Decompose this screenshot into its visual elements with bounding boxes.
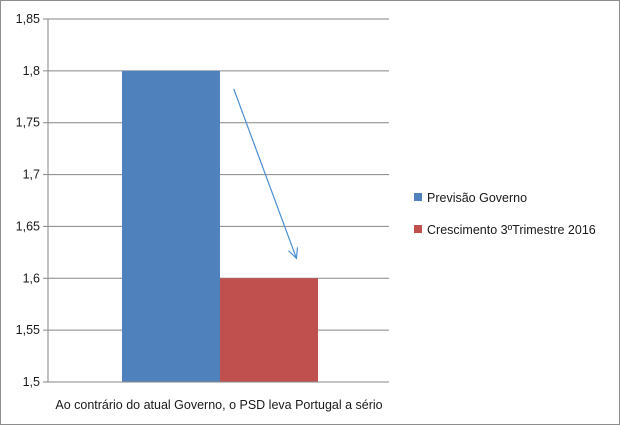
bars <box>122 70 318 382</box>
y-tick-label: 1,7 <box>23 168 40 182</box>
y-tick-label: 1,85 <box>16 12 40 26</box>
arrow-shaft <box>233 88 298 259</box>
y-tick-label: 1,75 <box>16 116 40 130</box>
legend-label: Previsão Governo <box>427 191 527 205</box>
bar-crescimento-3-trimestre <box>220 278 318 382</box>
y-tick-label: 1,6 <box>23 271 40 285</box>
y-tick-label: 1,5 <box>23 375 40 389</box>
legend: Previsão Governo Crescimento 3ºTrimestre … <box>414 191 596 237</box>
arrow-head <box>288 247 299 260</box>
trend-arrow <box>233 88 299 260</box>
category-label: Ao contrário do atual Governo, o PSD lev… <box>55 398 382 412</box>
y-tick-label: 1,55 <box>16 323 40 337</box>
y-tick-label: 1,65 <box>16 219 40 233</box>
legend-label: Crescimento 3ºTrimestre 2016 <box>427 223 596 237</box>
legend-swatch <box>414 193 422 201</box>
y-axis-ticks: 1,5 1,55 1,6 1,65 1,7 1,75 1,8 1,85 <box>16 12 48 389</box>
legend-swatch <box>414 225 422 233</box>
bar-previsao-governo <box>122 70 220 382</box>
y-tick-label: 1,8 <box>23 64 40 78</box>
